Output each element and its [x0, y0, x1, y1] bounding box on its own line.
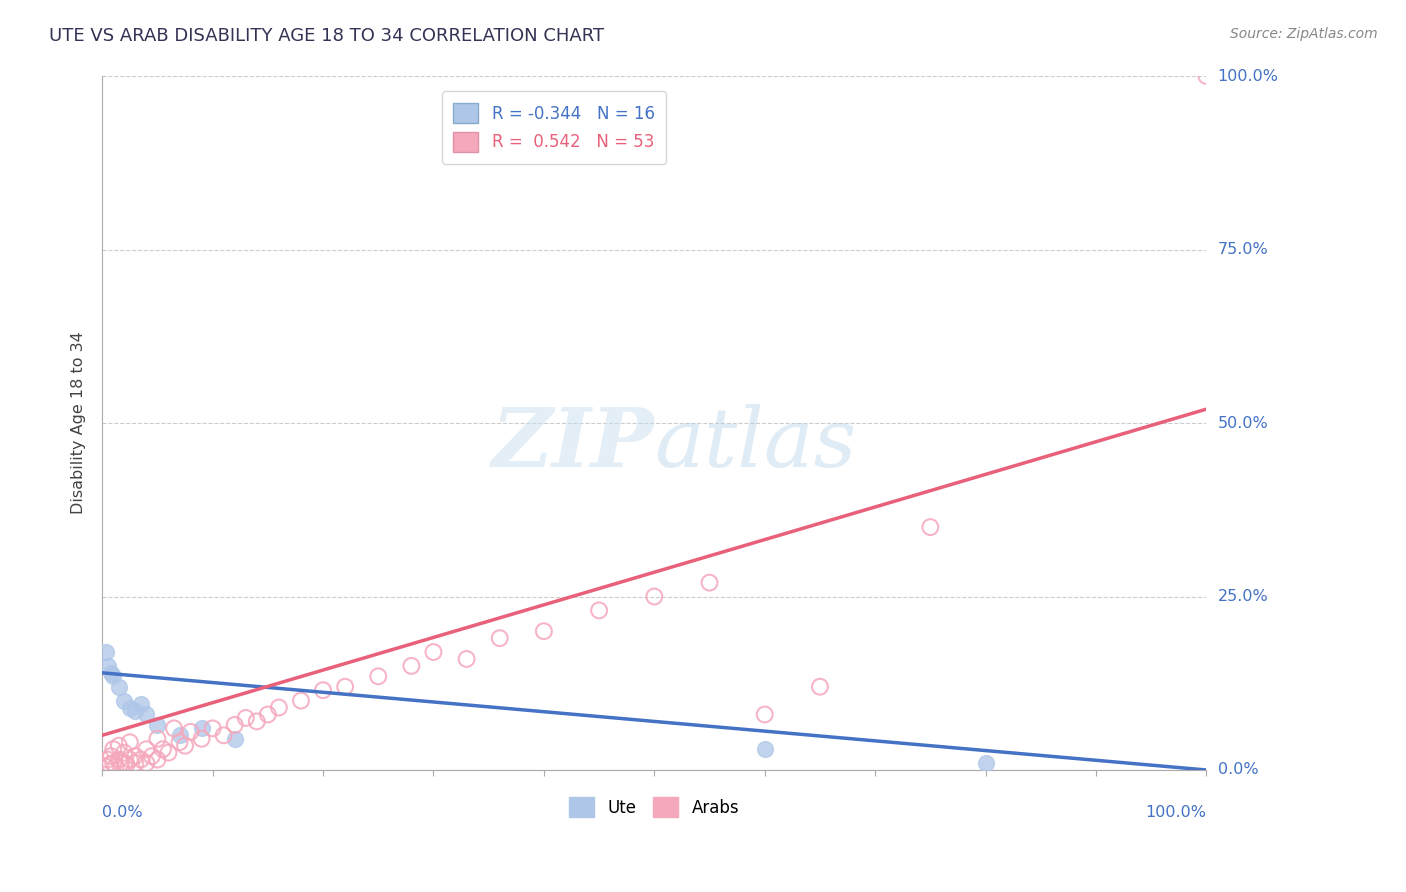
- Point: [488, 631, 510, 645]
- Point: [808, 680, 831, 694]
- Point: [290, 693, 312, 707]
- Point: [169, 735, 191, 749]
- Point: [533, 624, 555, 639]
- Point: [190, 722, 212, 736]
- Point: [643, 590, 665, 604]
- Text: 0.0%: 0.0%: [1218, 763, 1258, 778]
- Point: [112, 746, 135, 760]
- Point: [333, 680, 356, 694]
- Point: [112, 756, 135, 770]
- Point: [367, 669, 389, 683]
- Point: [103, 756, 125, 770]
- Text: 0.0%: 0.0%: [103, 805, 143, 820]
- Legend: Ute, Arabs: Ute, Arabs: [562, 790, 747, 824]
- Point: [104, 759, 127, 773]
- Point: [163, 722, 186, 736]
- Point: [115, 757, 138, 772]
- Point: [169, 728, 191, 742]
- Text: Source: ZipAtlas.com: Source: ZipAtlas.com: [1230, 27, 1378, 41]
- Point: [401, 659, 423, 673]
- Point: [107, 739, 129, 753]
- Point: [135, 756, 157, 770]
- Point: [100, 749, 122, 764]
- Text: 75.0%: 75.0%: [1218, 242, 1268, 257]
- Point: [118, 735, 141, 749]
- Point: [107, 680, 129, 694]
- Point: [118, 700, 141, 714]
- Text: atlas: atlas: [654, 404, 856, 483]
- Point: [103, 669, 125, 683]
- Point: [588, 603, 610, 617]
- Text: 100.0%: 100.0%: [1146, 805, 1206, 820]
- Point: [107, 753, 129, 767]
- Point: [456, 652, 478, 666]
- Point: [135, 742, 157, 756]
- Point: [754, 707, 776, 722]
- Y-axis label: Disability Age 18 to 34: Disability Age 18 to 34: [72, 332, 86, 515]
- Point: [118, 753, 141, 767]
- Point: [94, 759, 117, 773]
- Point: [212, 728, 235, 742]
- Point: [201, 722, 224, 736]
- Point: [135, 707, 157, 722]
- Text: 50.0%: 50.0%: [1218, 416, 1268, 431]
- Point: [100, 665, 122, 680]
- Point: [110, 756, 132, 770]
- Point: [124, 704, 146, 718]
- Point: [152, 742, 174, 756]
- Text: 100.0%: 100.0%: [1218, 69, 1278, 84]
- Point: [103, 742, 125, 756]
- Point: [174, 739, 197, 753]
- Text: UTE VS ARAB DISABILITY AGE 18 TO 34 CORRELATION CHART: UTE VS ARAB DISABILITY AGE 18 TO 34 CORR…: [49, 27, 605, 45]
- Point: [267, 700, 290, 714]
- Point: [235, 711, 257, 725]
- Point: [146, 718, 169, 732]
- Point: [157, 746, 180, 760]
- Point: [224, 731, 246, 746]
- Point: [190, 731, 212, 746]
- Point: [112, 693, 135, 707]
- Point: [256, 707, 278, 722]
- Point: [974, 756, 997, 770]
- Point: [94, 645, 117, 659]
- Point: [98, 757, 121, 772]
- Text: ZIP: ZIP: [492, 404, 654, 483]
- Point: [129, 753, 152, 767]
- Point: [246, 714, 269, 729]
- Point: [146, 731, 169, 746]
- Point: [754, 742, 776, 756]
- Point: [124, 749, 146, 764]
- Point: [146, 753, 169, 767]
- Point: [1195, 69, 1218, 83]
- Point: [224, 718, 246, 732]
- Point: [97, 753, 120, 767]
- Point: [422, 645, 444, 659]
- Point: [920, 520, 942, 534]
- Point: [129, 697, 152, 711]
- Point: [699, 575, 721, 590]
- Point: [97, 659, 120, 673]
- Point: [141, 749, 163, 764]
- Point: [124, 756, 146, 770]
- Text: 25.0%: 25.0%: [1218, 589, 1268, 604]
- Point: [180, 724, 202, 739]
- Point: [312, 683, 335, 698]
